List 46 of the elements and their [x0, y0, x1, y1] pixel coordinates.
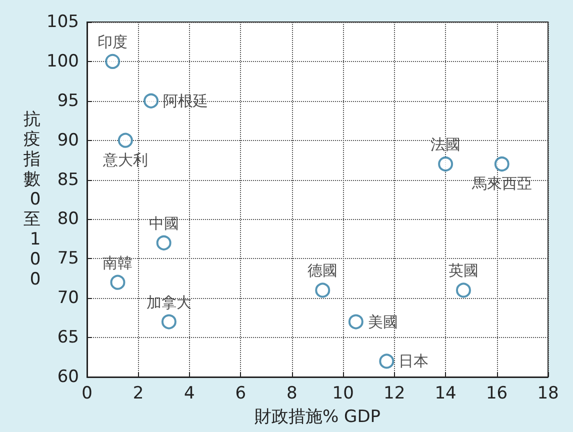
y-tick-label: 75 [57, 248, 79, 269]
text: 抗疫指數0至100 [24, 110, 41, 290]
y-tick-label: 65 [57, 328, 79, 348]
x-tick-label: 14 [434, 384, 456, 404]
annotation: 馬來西亞 [470, 174, 532, 192]
annotation: 阿根廷 [163, 92, 208, 110]
y-tick-label: 85 [57, 170, 79, 190]
annotation: 法國 [430, 136, 461, 154]
y-tick-label: 100 [46, 51, 79, 72]
point [315, 282, 330, 298]
y-tick-label: 90 [57, 130, 79, 150]
point [110, 274, 126, 290]
point [438, 156, 454, 172]
annotation: 日本 [398, 352, 429, 370]
y-tick-label: 95 [57, 90, 79, 111]
annotation: 加拿大 [146, 293, 192, 312]
x-tick-label: 0 [82, 384, 92, 404]
y-tick-label: 80 [57, 209, 79, 230]
point [348, 314, 364, 330]
point [118, 132, 133, 148]
y-tick-label: 70 [57, 288, 79, 308]
point [156, 235, 172, 250]
x-tick-label: 16 [486, 384, 508, 404]
point [161, 314, 176, 330]
annotation: 中國 [148, 214, 179, 232]
x-tick-label: 10 [332, 384, 354, 404]
annotation: 德國 [308, 262, 338, 280]
x-tick-label: 8 [286, 384, 298, 404]
y-tick-label: 60 [57, 367, 79, 387]
annotation: 英國 [448, 262, 478, 280]
point [494, 156, 510, 172]
point [456, 282, 471, 298]
point [105, 54, 120, 69]
x-tick-label: 18 [537, 384, 559, 404]
point [379, 354, 394, 369]
x-tick-label: 12 [384, 384, 406, 404]
y-tick-label: 105 [46, 12, 79, 32]
annotation: 印度 [98, 32, 128, 51]
x-tick-label: 6 [235, 384, 246, 404]
x-axis-title: 財政措施% GDP [254, 406, 381, 427]
annotation: 美國 [368, 312, 398, 331]
point [144, 93, 159, 108]
x-tick-label: 2 [132, 384, 144, 404]
annotation: 南韓 [102, 254, 133, 272]
annotation: 意大利 [102, 150, 148, 169]
x-tick-label: 4 [184, 384, 195, 404]
